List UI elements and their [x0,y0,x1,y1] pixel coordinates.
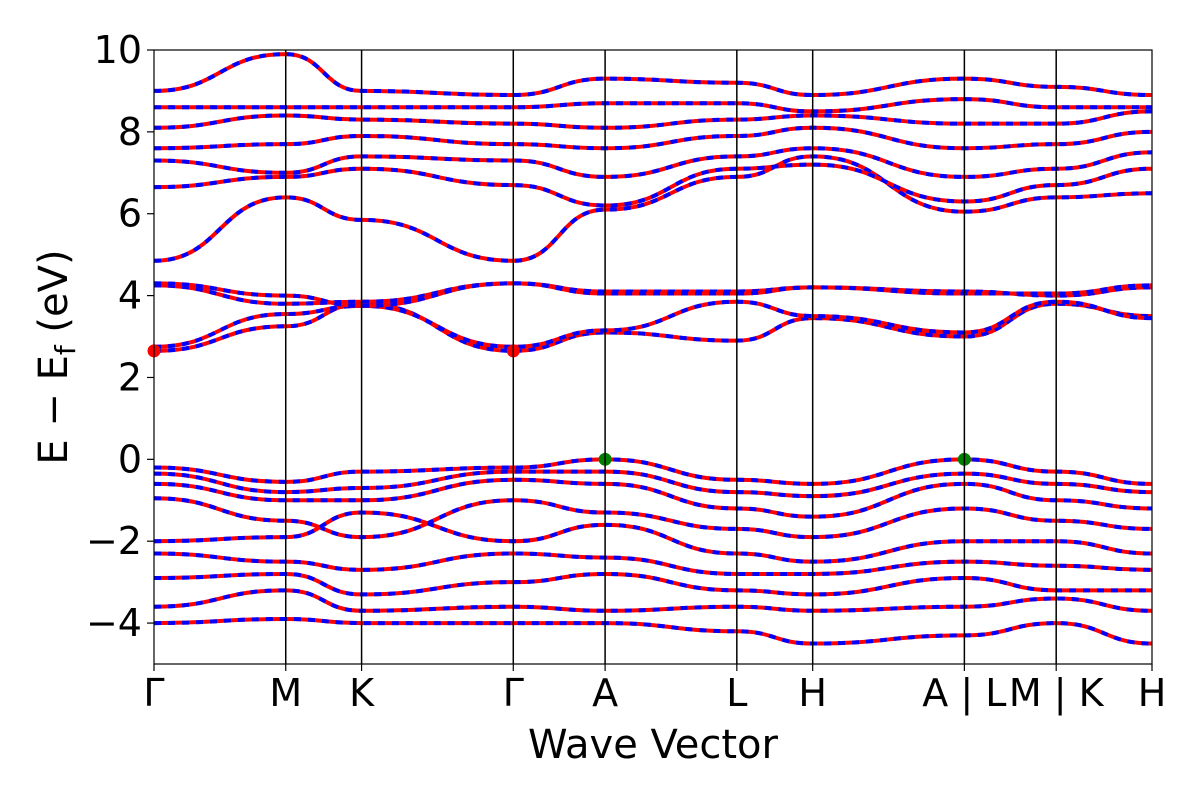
x-tick-label: A | L [922,671,1006,716]
band-line-spin-up [153,551,1153,576]
band-line-spin-down [153,571,1153,597]
x-tick-label: Γ [143,671,164,715]
y-tick-label: 4 [118,274,142,318]
x-tick-label: K [349,671,375,715]
band-line-spin-down [153,125,1153,151]
band-line-spin-down [153,588,1153,613]
band-line-spin-down [153,496,1153,540]
band-line-spin-down [153,281,1153,308]
band-line-spin-up [153,616,1153,646]
y-tick-label: −2 [86,519,142,563]
x-tick-label: L [726,671,747,715]
band-line-spin-down [153,281,1153,306]
band-line-spin-down [153,146,1153,179]
band-line-spin-down [154,97,1152,114]
y-tick-label: 8 [118,110,142,154]
band-line-spin-down [153,551,1153,576]
y-tick-label: 0 [118,437,142,481]
band-line-spin-down [153,52,1153,98]
y-axis-label-unit: (eV) [31,249,77,345]
band-line-spin-up [153,301,1153,353]
x-tick-label: H [1138,671,1167,715]
x-axis-label: Wave Vector [528,722,779,768]
x-tick-label: M [269,671,302,715]
y-axis-label-subscript: f [49,344,82,355]
band-line-spin-down [153,457,1153,486]
x-tick-label: M | K [1009,671,1105,716]
band-line-spin-down [153,469,1153,499]
x-tick-label: Γ [503,671,524,715]
band-line-spin-up [153,125,1153,151]
band-line-spin-up [154,97,1152,114]
band-line-spin-down [153,510,1153,564]
band-line-spin-down [153,154,1153,263]
x-tick-label: H [798,671,827,715]
x-tick-label: A [592,671,618,715]
band-line-spin-up [153,52,1153,98]
plot-frame [153,49,1153,665]
y-tick-label: 10 [94,28,142,72]
y-tick-label: 6 [118,192,142,236]
band-line-spin-down [153,299,1153,349]
band-line-spin-down [153,162,1153,208]
band-line-spin-up [153,588,1153,613]
y-axis-label: E − Ef (eV) [31,249,82,464]
band-line-spin-down [153,616,1153,646]
band-line-spin-down [153,109,1153,130]
y-axis-label-main: E − E [31,355,77,465]
band-line-spin-up [153,510,1153,564]
y-tick-label: −4 [86,601,142,645]
y-tick-label: 2 [118,355,142,399]
band-line-spin-up [153,109,1153,130]
band-line-spin-down [153,477,1153,519]
